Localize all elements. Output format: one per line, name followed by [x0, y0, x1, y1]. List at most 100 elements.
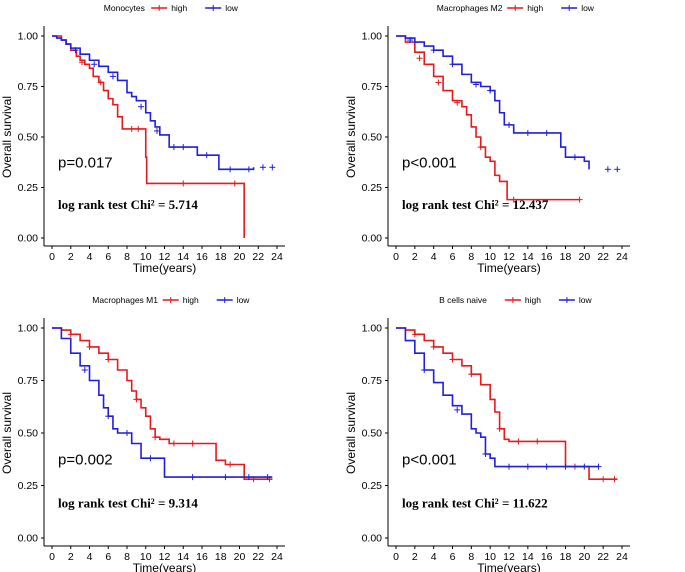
y-tick-label: 0.75: [362, 81, 383, 93]
legend: Macrophages M2 high low: [437, 3, 595, 13]
legend: Macrophages M1 high low: [92, 295, 250, 305]
y-tick-label: 0.25: [362, 480, 383, 492]
chi-square-annotation: log rank test Chi² = 11.622: [402, 496, 548, 511]
x-tick-label: 0: [393, 251, 399, 263]
legend-label-low: low: [225, 3, 239, 13]
x-tick-label: 24: [271, 551, 283, 563]
x-tick-label: 8: [124, 551, 130, 563]
x-axis-label: Time(years): [477, 561, 541, 572]
x-tick-label: 10: [484, 551, 496, 563]
x-tick-label: 6: [105, 551, 111, 563]
legend-label-low: low: [237, 295, 251, 305]
x-tick-label: 0: [49, 551, 55, 563]
chi-square-annotation: log rank test Chi² = 9.314: [58, 496, 198, 511]
y-tick-label: 0.75: [18, 375, 39, 387]
x-tick-label: 20: [234, 551, 246, 563]
x-tick-label: 16: [541, 551, 553, 563]
p-value-annotation: p<0.001: [402, 452, 457, 469]
x-tick-label: 8: [468, 251, 474, 263]
survival-curve-low: [396, 35, 590, 170]
x-tick-label: 22: [252, 551, 264, 563]
x-tick-label: 10: [140, 551, 152, 563]
x-tick-label: 14: [177, 251, 189, 263]
y-tick-label: 0.25: [362, 182, 383, 194]
x-tick-label: 14: [177, 551, 189, 563]
x-tick-label: 4: [87, 551, 93, 563]
y-tick-label: 0.75: [18, 81, 39, 93]
x-tick-label: 22: [252, 251, 264, 263]
y-tick-label: 0.00: [18, 533, 39, 545]
x-tick-label: 6: [450, 251, 456, 263]
y-tick-label: 0.50: [362, 132, 383, 144]
legend-title: Macrophages M1: [92, 295, 158, 305]
x-tick-label: 16: [196, 551, 208, 563]
x-tick-label: 10: [484, 251, 496, 263]
x-tick-label: 2: [68, 551, 74, 563]
legend-label-high: high: [525, 295, 541, 305]
km-panel-3: 0.000.250.500.751.000 2 4 6 8 10 12 14 16 18 20 22 2…: [0, 295, 285, 572]
survival-curve-high: [396, 35, 580, 201]
y-tick-label: 0.50: [362, 428, 383, 440]
x-tick-label: 4: [87, 251, 93, 263]
y-tick-label: 1.00: [18, 31, 39, 43]
y-tick-label: 0.25: [18, 182, 39, 194]
x-tick-label: 18: [560, 551, 572, 563]
x-tick-label: 16: [541, 251, 553, 263]
chi-square-annotation: log rank test Chi² = 5.714: [58, 197, 198, 212]
y-tick-label: 0.50: [18, 428, 39, 440]
x-tick-label: 4: [431, 551, 437, 563]
y-tick-label: 0.75: [362, 375, 383, 387]
legend-label-low: low: [581, 3, 595, 13]
x-axis-label: Time(years): [133, 261, 197, 275]
x-tick-label: 6: [105, 251, 111, 263]
x-tick-label: 20: [578, 551, 590, 563]
x-tick-label: 4: [431, 251, 437, 263]
x-tick-label: 20: [578, 251, 590, 263]
x-tick-label: 8: [124, 251, 130, 263]
y-tick-label: 1.00: [362, 323, 383, 335]
y-tick-label: 0.00: [18, 233, 39, 245]
x-tick-label: 2: [68, 251, 74, 263]
x-tick-label: 12: [159, 251, 171, 263]
p-value-annotation: p=0.002: [58, 452, 113, 469]
km-panel-1: 0.000.250.500.751.000 2 4 6 8 10 12 14 16 18 20 22 2…: [0, 3, 285, 275]
survival-curve-low: [396, 327, 599, 468]
x-tick-label: 18: [215, 251, 227, 263]
x-tick-label: 18: [560, 251, 572, 263]
p-value-annotation: p<0.001: [402, 155, 457, 172]
x-tick-label: 0: [393, 551, 399, 563]
x-tick-label: 2: [412, 551, 418, 563]
legend: B cells naive high low: [439, 295, 592, 305]
y-axis-label: Overall survival: [344, 392, 358, 474]
x-axis-label: Time(years): [477, 261, 541, 275]
x-tick-label: 24: [616, 251, 628, 263]
legend: Monocytes high low: [104, 3, 239, 13]
x-tick-label: 12: [503, 251, 515, 263]
y-tick-label: 1.00: [362, 31, 383, 43]
km-panel-2: 0.000.250.500.751.000 2 4 6 8 10 12 14 16 18 20 22 2…: [344, 3, 630, 275]
x-tick-label: 6: [450, 551, 456, 563]
y-axis-label: Overall survival: [0, 392, 14, 474]
y-tick-label: 1.00: [18, 323, 39, 335]
legend-title: B cells naive: [439, 295, 487, 305]
legend-title: Monocytes: [104, 3, 145, 13]
y-tick-label: 0.25: [18, 480, 39, 492]
chi-square-annotation: log rank test Chi² = 12.437: [402, 197, 549, 212]
y-tick-label: 0.00: [362, 533, 383, 545]
x-tick-label: 20: [234, 251, 246, 263]
x-tick-label: 10: [140, 251, 152, 263]
survival-curve-low: [52, 35, 255, 171]
x-axis-label: Time(years): [133, 561, 197, 572]
y-tick-label: 0.00: [362, 233, 383, 245]
x-tick-label: 0: [49, 251, 55, 263]
x-tick-label: 22: [597, 251, 609, 263]
x-tick-label: 14: [522, 251, 534, 263]
x-tick-label: 12: [159, 551, 171, 563]
legend-label-high: high: [527, 3, 543, 13]
x-tick-label: 24: [271, 251, 283, 263]
x-tick-label: 22: [597, 551, 609, 563]
p-value-annotation: p=0.017: [58, 155, 113, 172]
x-tick-label: 24: [616, 551, 628, 563]
km-panel-4: 0.000.250.500.751.000 2 4 6 8 10 12 14 16 18 20 22 2…: [344, 295, 630, 572]
